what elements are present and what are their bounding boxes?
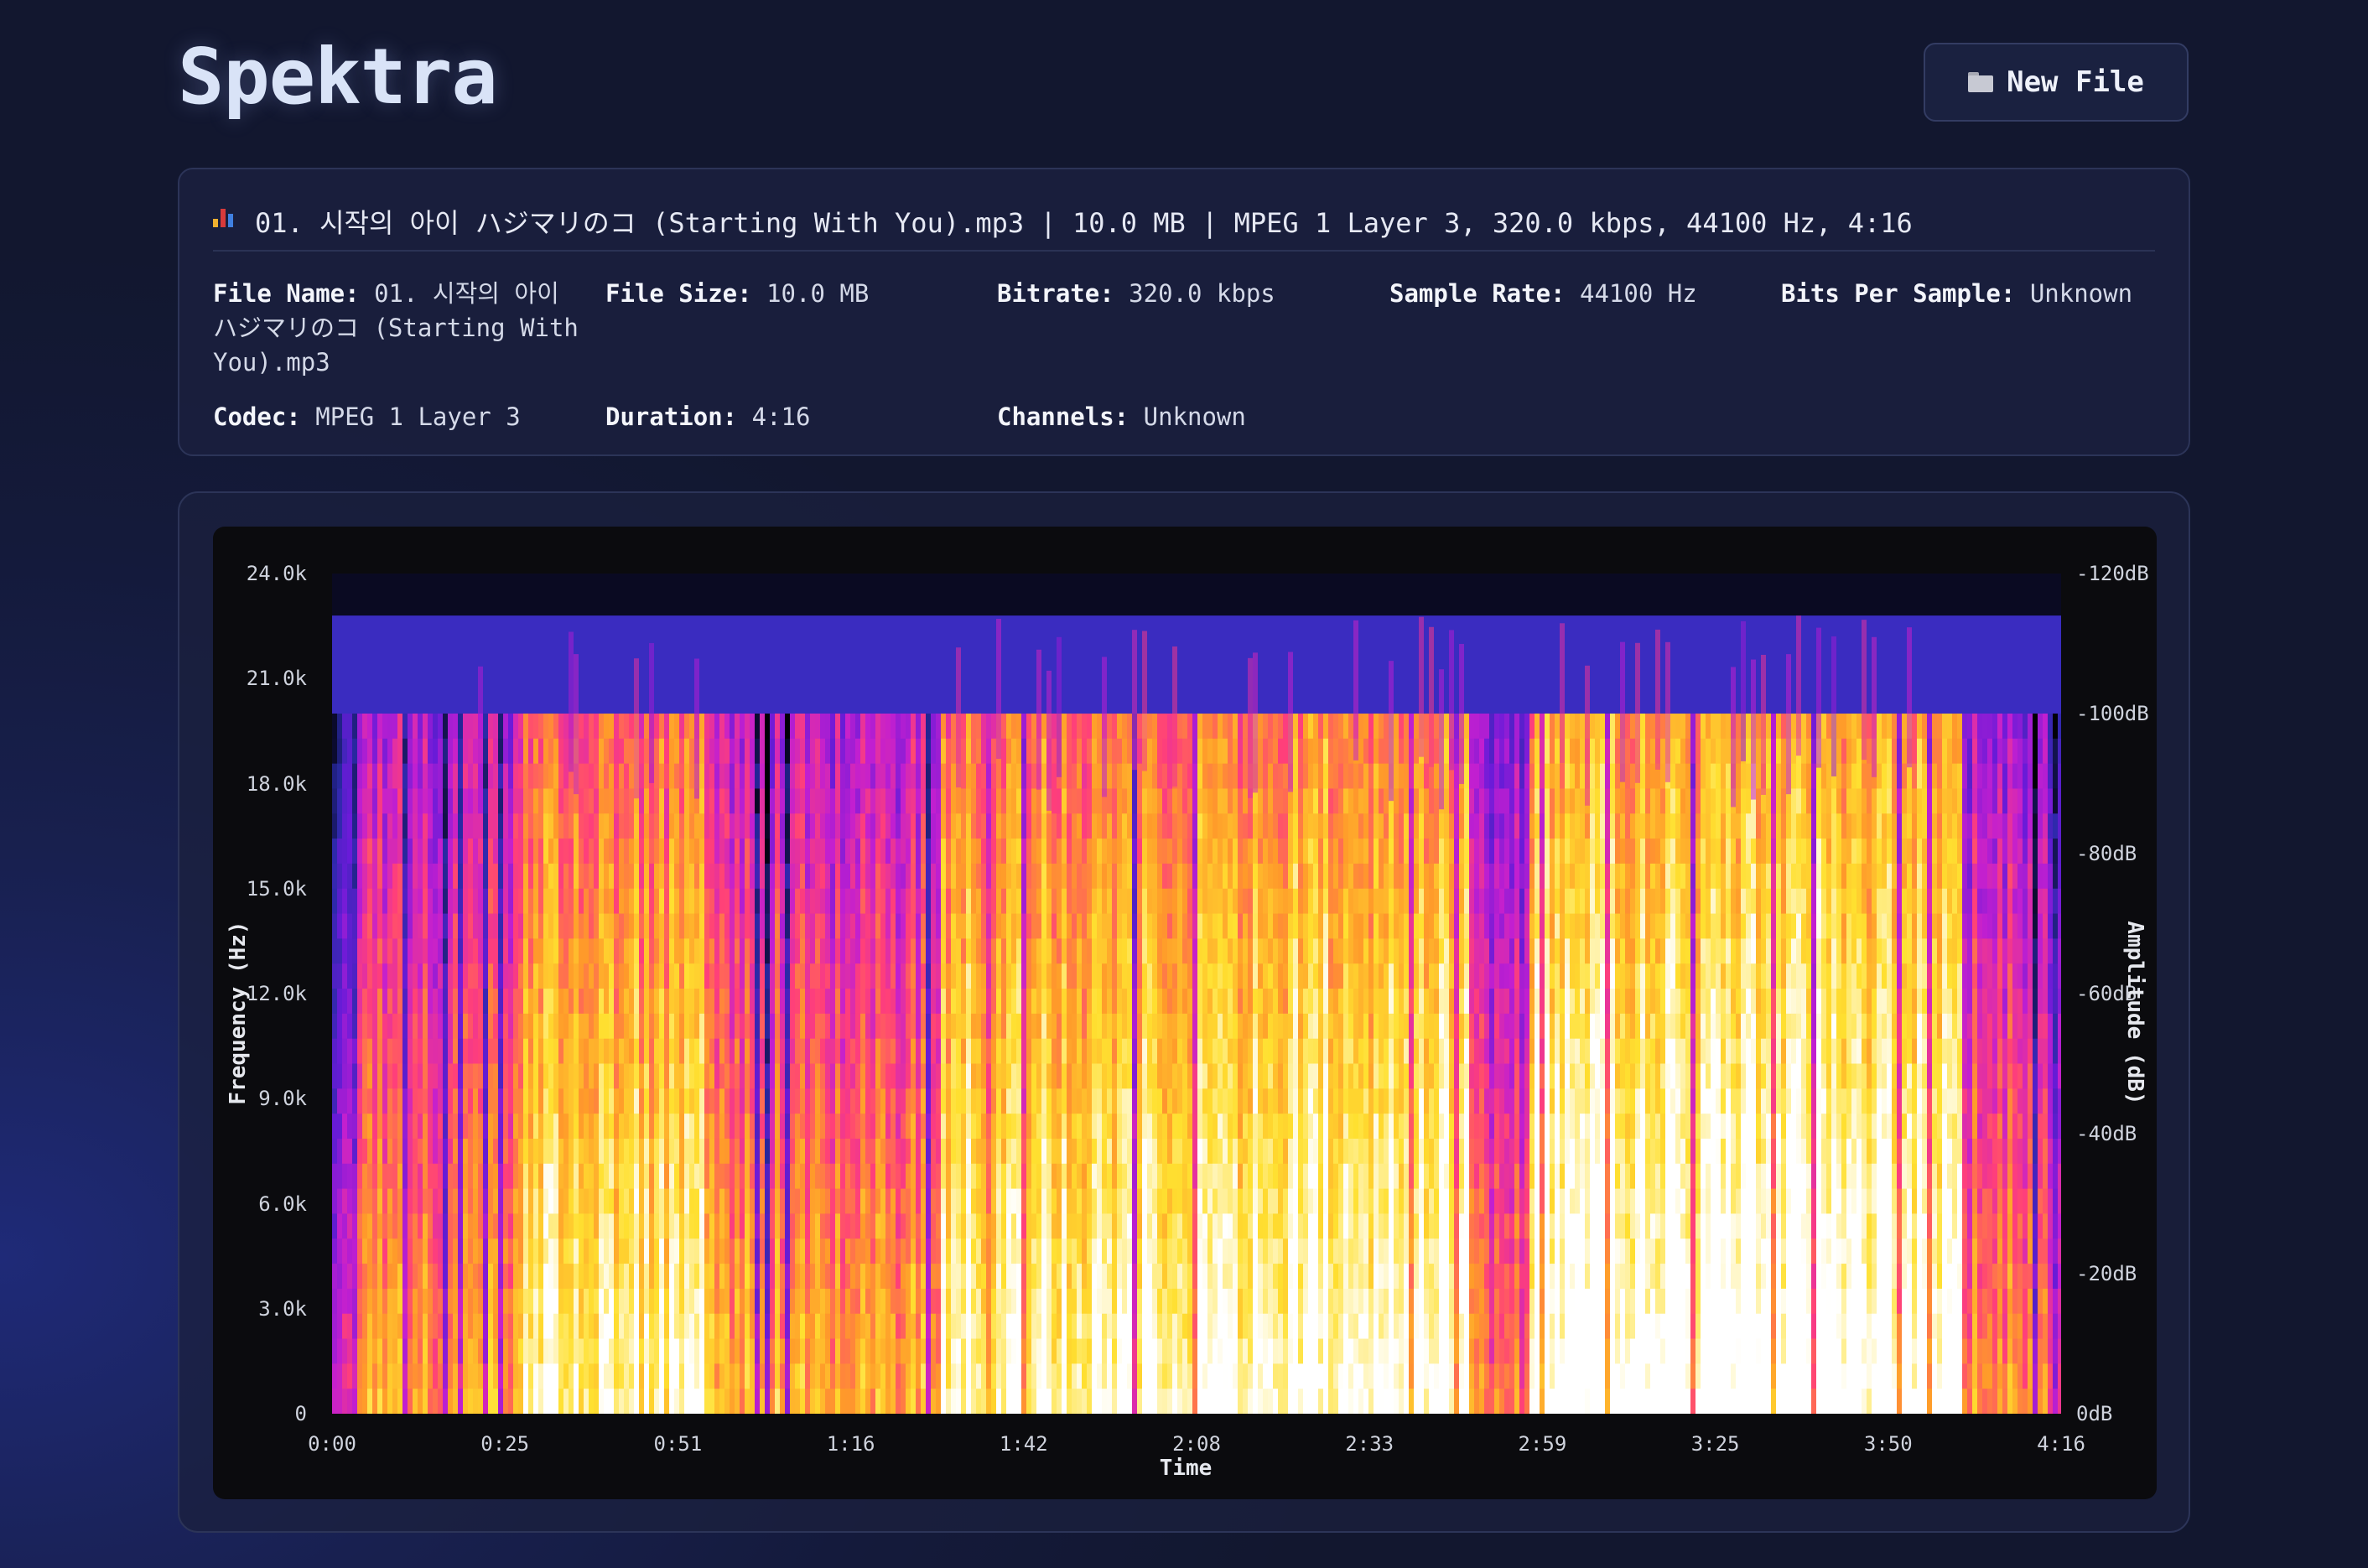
detail-value: 4:16	[751, 402, 811, 431]
amplitude-tick: -40dB	[2076, 1122, 2137, 1145]
detail-label: Duration:	[605, 402, 738, 431]
time-tick: 4:16	[2037, 1432, 2085, 1456]
frequency-tick: 0	[294, 1402, 307, 1425]
spectrogram-plot: 0 3.0k 6.0k 9.0k 12.0k 15.0k 18.0k 21.0k 24.0k 0…	[213, 527, 2157, 1499]
time-tick: 2:33	[1345, 1432, 1394, 1456]
frequency-tick: 6.0k	[258, 1192, 307, 1216]
detail-value: Unknown	[1143, 402, 1246, 431]
new-file-button[interactable]: New File	[1924, 43, 2189, 122]
detail-value: MPEG 1 Layer 3	[315, 402, 521, 431]
time-tick: 0:51	[653, 1432, 703, 1456]
spectrogram-card: 0 3.0k 6.0k 9.0k 12.0k 15.0k 18.0k 21.0k 24.0k 0…	[178, 491, 2190, 1533]
app-title: Spektra	[178, 32, 498, 122]
time-tick: 0:00	[308, 1432, 356, 1456]
detail-channels: Channels: Unknown	[997, 400, 1246, 434]
time-tick: 1:16	[826, 1432, 875, 1456]
frequency-tick: 3.0k	[258, 1296, 307, 1321]
detail-label: Codec:	[213, 402, 301, 431]
frequency-tick: 9.0k	[258, 1087, 307, 1111]
detail-value: 10.0 MB	[766, 279, 870, 308]
detail-file-size: File Size: 10.0 MB	[605, 277, 869, 311]
folder-icon	[1968, 72, 1994, 92]
frequency-tick: 12.0k	[246, 982, 307, 1005]
spectrogram-canvas	[332, 574, 2061, 1414]
frequency-tick: 24.0k	[246, 562, 307, 585]
detail-sample-rate: Sample Rate: 44100 Hz	[1389, 277, 1697, 311]
detail-label: Channels:	[997, 402, 1129, 431]
bar-chart-icon	[213, 204, 238, 227]
frequency-tick: 15.0k	[246, 876, 307, 901]
amplitude-tick: -100dB	[2076, 702, 2149, 725]
detail-label: File Name:	[213, 279, 360, 308]
amplitude-tick: -60dB	[2076, 982, 2137, 1005]
detail-value: 01. 시작의 아이 ハジマリのコ (Starting With You).mp…	[213, 279, 579, 376]
detail-value: 44100 Hz	[1579, 279, 1697, 308]
spectrogram-image	[332, 574, 2061, 1414]
time-tick: 2:08	[1172, 1432, 1221, 1456]
frequency-tick: 21.0k	[246, 667, 307, 691]
detail-label: Bitrate:	[997, 279, 1114, 308]
detail-label: Bits Per Sample:	[1781, 279, 2016, 308]
time-tick: 3:25	[1690, 1432, 1740, 1456]
detail-codec: Codec: MPEG 1 Layer 3	[213, 400, 521, 434]
file-info-card: 01. 시작의 아이 ハジマリのコ (Starting With You).mp…	[178, 168, 2190, 456]
frequency-tick: 18.0k	[246, 771, 307, 796]
amplitude-tick: -80dB	[2076, 842, 2137, 865]
time-tick: 3:50	[1863, 1432, 1913, 1456]
file-summary: 01. 시작의 아이 ハジマリのコ (Starting With You).mp…	[213, 193, 2155, 252]
time-tick: 1:42	[999, 1432, 1048, 1456]
detail-bits-per-sample: Bits Per Sample: Unknown	[1781, 277, 2132, 311]
detail-label: File Size:	[605, 279, 752, 308]
amplitude-tick: -20dB	[2076, 1262, 2137, 1285]
time-tick: 0:25	[480, 1432, 530, 1456]
detail-label: Sample Rate:	[1389, 279, 1566, 308]
amplitude-tick: 0dB	[2076, 1402, 2113, 1425]
new-file-label: New File	[2007, 65, 2144, 99]
amplitude-tick: -120dB	[2076, 562, 2149, 585]
detail-bitrate: Bitrate: 320.0 kbps	[997, 277, 1275, 311]
time-tick: 2:59	[1518, 1432, 1567, 1456]
y-axis-label: Frequency (Hz)	[226, 921, 251, 1105]
detail-duration: Duration: 4:16	[605, 400, 810, 434]
detail-value: 320.0 kbps	[1129, 279, 1275, 308]
x-axis-label: Time	[1159, 1456, 1213, 1481]
detail-value: Unknown	[2029, 279, 2133, 308]
colorbar-label: Amplitude (dB)	[2122, 921, 2147, 1105]
file-summary-text: 01. 시작의 아이 ハジマリのコ (Starting With You).mp…	[255, 207, 1913, 239]
detail-file-name: File Name: 01. 시작의 아이 ハジマリのコ (Starting W…	[213, 277, 582, 380]
